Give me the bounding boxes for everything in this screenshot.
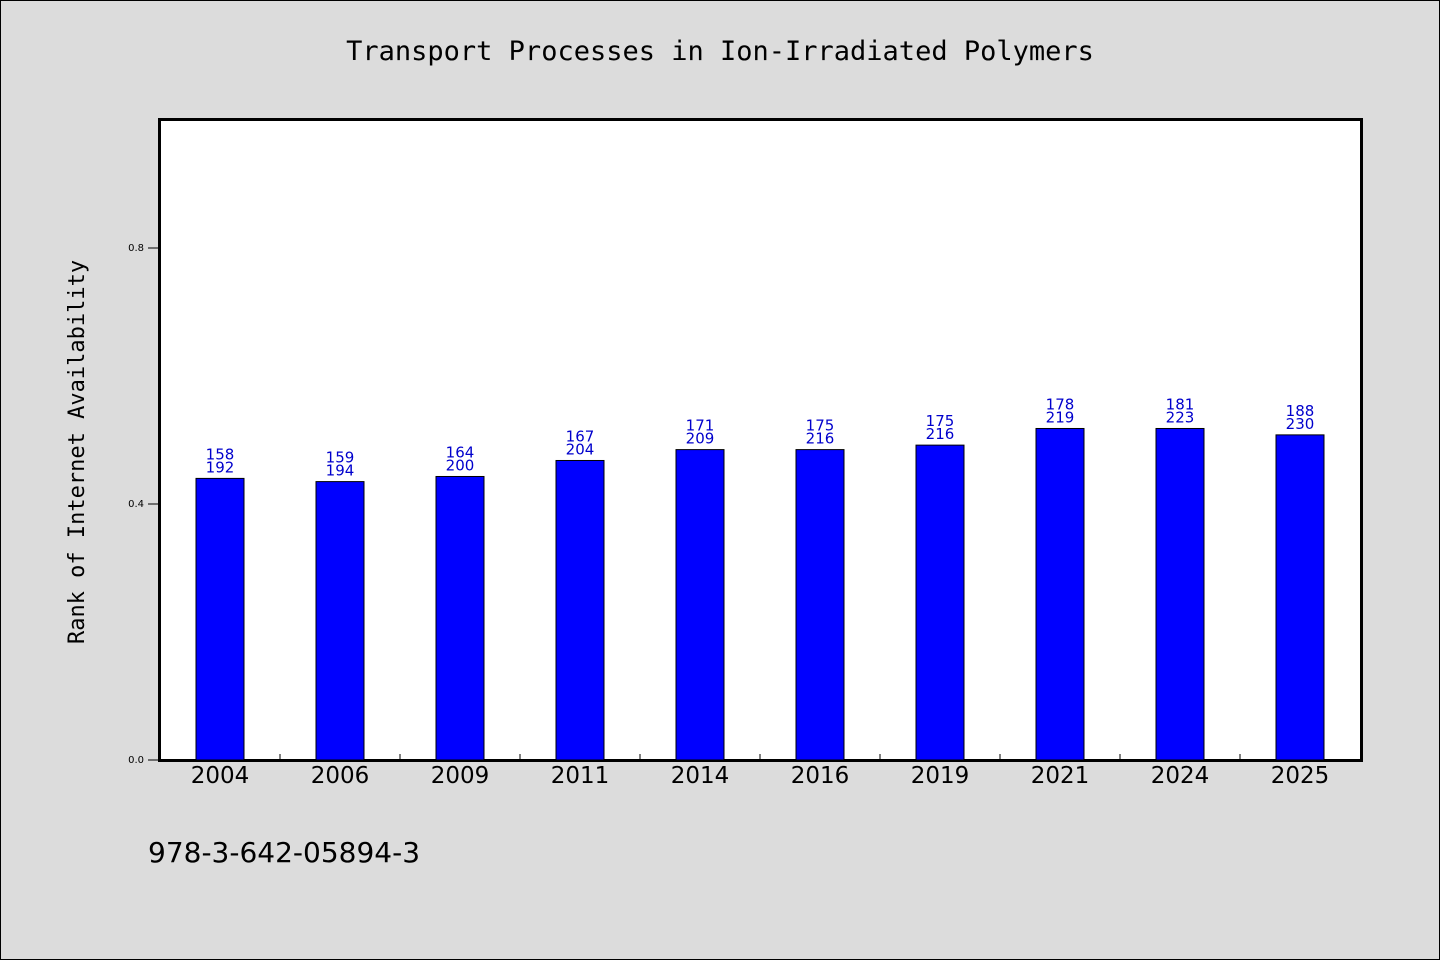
isbn-text: 978-3-642-05894-3: [148, 836, 420, 869]
bar-2011: [555, 459, 605, 761]
data-label-bottom-2016: 216: [806, 430, 835, 448]
bar-2009: [435, 475, 485, 761]
x-tick-label-2016: 2016: [791, 763, 850, 789]
x-tick-label-2021: 2021: [1031, 763, 1090, 789]
x-tick-label-2009: 2009: [431, 763, 490, 789]
bar-2004: [195, 477, 245, 761]
data-label-top-2019: 175: [926, 412, 955, 430]
data-label-bottom-2014: 209: [686, 430, 715, 448]
bar-2021: [1035, 427, 1085, 761]
data-label-bottom-2025: 230: [1286, 415, 1315, 433]
data-label-bottom-2021: 219: [1046, 408, 1075, 426]
data-label-top-2006: 159: [326, 449, 355, 467]
data-label-bottom-2019: 216: [926, 425, 955, 443]
x-tick-label-2025: 2025: [1271, 763, 1330, 789]
data-label-bottom-2006: 194: [326, 462, 355, 480]
bar-2025: [1275, 434, 1325, 761]
data-label-top-2021: 178: [1046, 395, 1075, 413]
data-label-bottom-2009: 200: [446, 456, 475, 474]
bar-2024: [1155, 427, 1205, 761]
bars-group: [195, 427, 1325, 761]
y-axis: 0.0 0.4 0.8: [128, 243, 160, 766]
bar-2006: [315, 481, 365, 761]
data-label-top-2009: 164: [446, 443, 475, 461]
bar-2016: [795, 449, 845, 761]
data-label-top-2011: 167: [566, 427, 595, 445]
x-tick-label-2004: 2004: [191, 763, 250, 789]
data-label-top-2024: 181: [1166, 395, 1195, 413]
y-tick-label-0.0: 0.0: [128, 755, 144, 766]
data-label-bottom-2011: 204: [566, 440, 595, 458]
data-label-top-2014: 171: [686, 417, 715, 435]
y-tick-label-0.4: 0.4: [128, 499, 144, 510]
x-tick-label-2014: 2014: [671, 763, 730, 789]
x-axis: 2004 2006 2009 2011 2014 2016 2019 2021 2024 2025: [191, 754, 1330, 789]
x-tick-label-2019: 2019: [911, 763, 970, 789]
bar-2019: [915, 444, 965, 761]
data-label-bottom-2024: 223: [1166, 408, 1195, 426]
x-tick-label-2024: 2024: [1151, 763, 1210, 789]
data-label-top-2016: 175: [806, 417, 835, 435]
data-label-top-2004: 158: [206, 445, 235, 463]
chart-title: Transport Processes in Ion-Irradiated Po…: [346, 36, 1094, 67]
y-tick-label-0.8: 0.8: [128, 243, 144, 254]
data-label-top-2025: 188: [1286, 402, 1315, 420]
bar-2014: [675, 449, 725, 761]
data-labels-group: 1581921591941642001672041712091752161752…: [206, 395, 1315, 479]
x-tick-label-2011: 2011: [551, 763, 610, 789]
x-tick-label-2006: 2006: [311, 763, 370, 789]
y-axis-label: Rank of Internet Availability: [65, 260, 90, 644]
data-label-bottom-2004: 192: [206, 458, 235, 476]
